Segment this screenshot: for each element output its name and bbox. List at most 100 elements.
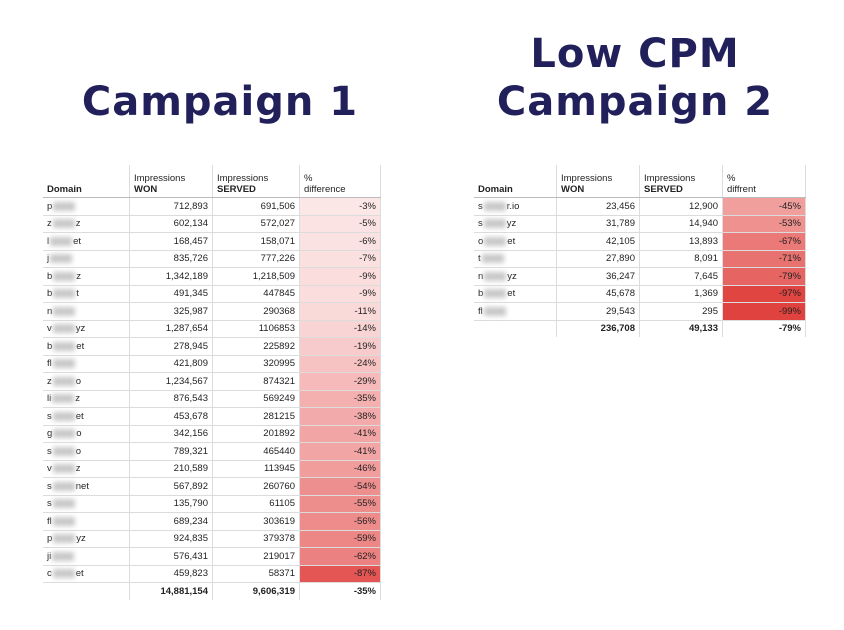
served-cell: 281215 [212,407,300,426]
won-cell: 27,890 [556,250,640,268]
won-cell: 576,431 [129,547,213,566]
served-cell: 158,071 [212,232,300,251]
table-row: b et 45,678 1,369 -97% [474,285,806,303]
table-row: s net 567,892 260760 -54% [43,477,381,496]
domain-cell: p [43,197,130,216]
served-cell: 1,218,509 [212,267,300,286]
domain-cell: j [43,250,130,268]
table-row: o et 42,105 13,893 -67% [474,232,806,251]
diff-header-bottom: diffrent [727,184,756,195]
domain-visible-end: o [75,375,82,387]
table-row: n 325,987 290368 -11% [43,302,381,321]
domain-visible-start: o [478,235,484,247]
domain-header: Domain [474,165,557,198]
diff-cell: -5% [299,215,381,233]
campaign-2-table: Domain Impressions WON Impressions SERVED … [474,165,806,337]
domain-visible-end: yz [76,533,86,545]
won-cell: 210,589 [129,460,213,478]
domain-visible-end: et [507,288,516,300]
domain-redaction [483,219,506,229]
table-row: s yz 31,789 14,940 -53% [474,215,806,233]
domain-visible-start: z [47,218,52,230]
won-cell: 453,678 [129,407,213,426]
domain-cell: v yz [43,320,130,338]
domain-cell: s et [43,407,130,426]
domain-visible-start: p [47,533,53,545]
total-served-cell: 9,606,319 [212,582,300,600]
table-row: g o 342,156 201892 -41% [43,425,381,443]
won-cell: 45,678 [556,285,640,303]
won-cell: 42,105 [556,232,640,251]
campaign-2-title-line2: Campaign 2 [496,79,774,125]
domain-visible-end: et [76,340,85,352]
won-cell: 168,457 [129,232,213,251]
domain-visible-end: r.io [506,200,520,212]
served-cell: 1,369 [639,285,723,303]
domain-header: Domain [43,165,130,198]
table-row: z o 1,234,567 874321 -29% [43,372,381,391]
table-row: li z 876,543 569249 -35% [43,390,381,408]
table-row: p 712,893 691,506 -3% [43,197,381,216]
diff-cell: -3% [299,197,381,216]
domain-cell: b et [474,285,557,303]
served-cell: 58371 [212,565,300,583]
won-cell: 325,987 [129,302,213,321]
domain-cell: fl [43,355,130,373]
diff-cell: -45% [722,197,806,216]
table-row: ji 576,431 219017 -62% [43,547,381,566]
table-row: s 135,790 61105 -55% [43,495,381,513]
domain-redaction [50,254,73,264]
domain-redaction [50,236,73,246]
won-cell: 1,287,654 [129,320,213,338]
diff-cell: -11% [299,302,381,321]
diff-cell: -62% [299,547,381,566]
served-cell: 777,226 [212,250,300,268]
total-diff-cell: -79% [722,320,806,337]
served-cell: 290368 [212,302,300,321]
served-cell: 14,940 [639,215,723,233]
domain-visible-start: fl [478,305,483,317]
served-cell: 691,506 [212,197,300,216]
won-header-top: Impressions [134,173,186,184]
won-cell: 342,156 [129,425,213,443]
served-cell: 225892 [212,337,300,356]
served-cell: 12,900 [639,197,723,216]
diff-cell: -35% [299,390,381,408]
domain-cell: n yz [474,267,557,286]
domain-visible-start: s [47,445,52,457]
total-won-cell: 14,881,154 [129,582,213,600]
diff-cell: -71% [722,250,806,268]
domain-redaction [52,481,75,491]
domain-visible-start: fl [47,358,52,370]
diff-cell: -99% [722,302,806,321]
domain-redaction [53,534,76,544]
domain-cell: s [43,495,130,513]
domain-redaction [484,271,507,281]
table-row: fl 29,543 295 -99% [474,302,806,321]
diff-cell: -41% [299,425,381,443]
domain-cell: s net [43,477,130,496]
domain-visible-end: net [75,480,89,492]
table-row: n yz 36,247 7,645 -79% [474,267,806,286]
domain-redaction [52,499,75,509]
diff-header-top: % [727,173,736,184]
table-row: fl 689,234 303619 -56% [43,512,381,531]
domain-visible-start: s [478,200,483,212]
domain-redaction [52,569,75,579]
domain-visible-end: z [75,393,80,405]
diff-cell: -97% [722,285,806,303]
table-row: s o 789,321 465440 -41% [43,442,381,461]
domain-redaction [484,236,507,246]
table-row: c et 459,823 58371 -87% [43,565,381,583]
domain-visible-end: o [75,445,82,457]
table-row: v yz 1,287,654 1106853 -14% [43,320,381,338]
diff-cell: -55% [299,495,381,513]
domain-visible-end: z [76,270,82,282]
won-cell: 567,892 [129,477,213,496]
served-cell: 447845 [212,285,300,303]
served-cell: 13,893 [639,232,723,251]
domain-visible-end: et [75,410,84,422]
diff-header: % diffrent [722,165,806,198]
